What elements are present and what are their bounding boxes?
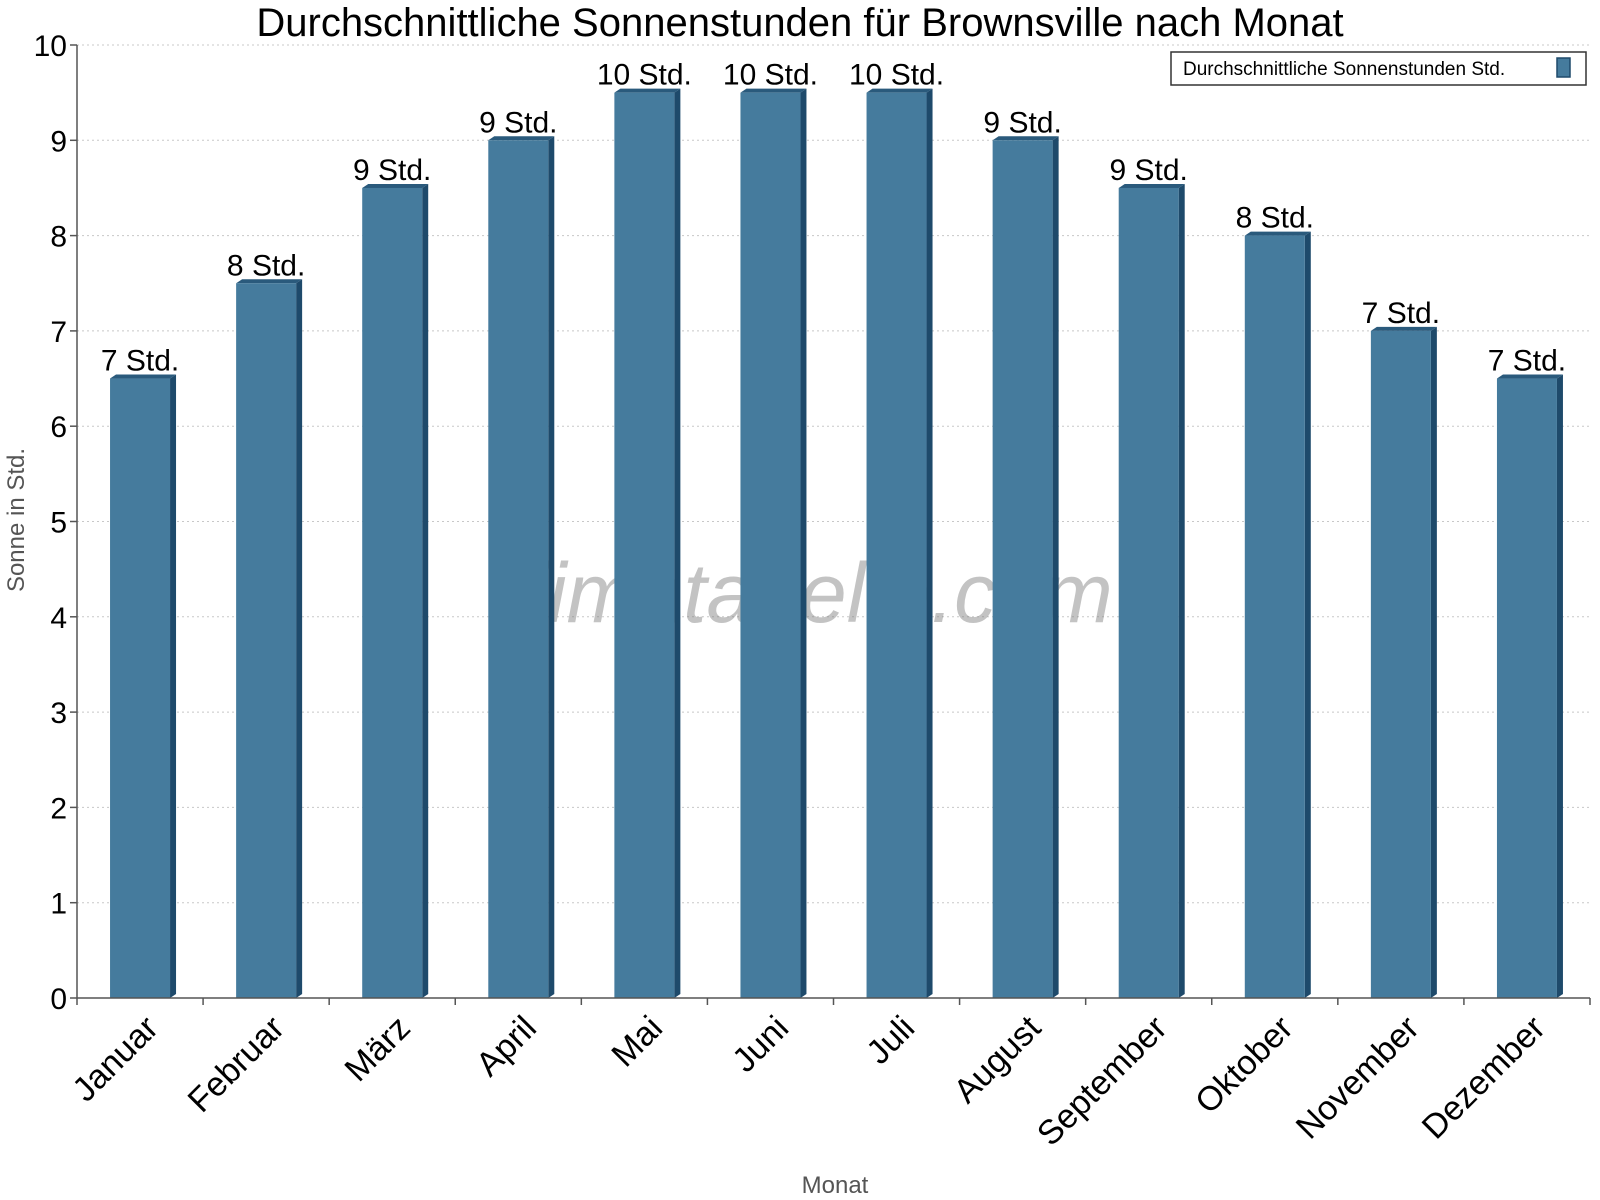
bar-top xyxy=(362,183,429,188)
bar xyxy=(1370,326,1437,998)
bar-front xyxy=(614,92,675,998)
bar-side xyxy=(296,279,303,998)
bar-side xyxy=(674,88,681,998)
x-tick-label: Mai xyxy=(604,1009,670,1075)
bar xyxy=(236,279,303,998)
bar-side xyxy=(800,88,807,998)
legend-label: Durchschnittliche Sonnenstunden Std. xyxy=(1183,59,1505,80)
bar-side xyxy=(548,136,555,999)
y-tick-label: 9 xyxy=(50,125,67,158)
data-label: 7 Std. xyxy=(1362,297,1440,330)
x-tick-label: Oktober xyxy=(1188,1009,1300,1121)
y-tick-label: 0 xyxy=(50,983,67,1016)
bar-front xyxy=(236,283,297,998)
bar-top xyxy=(110,374,177,379)
bar-top xyxy=(614,88,681,93)
x-tick-label: November xyxy=(1289,1009,1427,1147)
bar xyxy=(362,183,429,998)
x-tick-label: September xyxy=(1030,1009,1174,1153)
x-axis-label: Monat xyxy=(802,1172,869,1199)
x-tick-label: April xyxy=(469,1009,544,1084)
chart-title: Durchschnittliche Sonnenstunden für Brow… xyxy=(256,1,1343,45)
bar-top xyxy=(488,136,555,141)
bar-front xyxy=(866,92,927,998)
bar-top xyxy=(1244,231,1311,236)
bar xyxy=(488,136,555,999)
bar xyxy=(110,374,177,998)
bar xyxy=(1244,231,1311,999)
bar-top xyxy=(992,136,1059,141)
bar-side xyxy=(926,88,933,998)
bar xyxy=(992,136,1059,999)
y-tick-labels: 0 1 2 3 4 5 6 7 8 9 10 xyxy=(34,30,67,1016)
bar-front xyxy=(1244,235,1305,999)
x-tick-label: Dezember xyxy=(1415,1009,1553,1147)
y-tick-label: 3 xyxy=(50,697,67,730)
y-tick-label: 6 xyxy=(50,411,67,444)
bar-top xyxy=(1496,374,1563,379)
data-label: 7 Std. xyxy=(101,345,179,378)
bar-front xyxy=(110,378,171,998)
bar xyxy=(740,88,807,998)
data-label: 7 Std. xyxy=(1488,345,1566,378)
x-tick-label: August xyxy=(947,1008,1049,1110)
data-label: 10 Std. xyxy=(849,59,944,92)
bars xyxy=(110,88,1563,999)
y-tick-label: 8 xyxy=(50,221,67,254)
x-tick-labels: Januar Februar März April Mai Juni Juli AugustS… xyxy=(65,1008,1552,1153)
bar-side xyxy=(1556,374,1563,998)
x-tick-label: März xyxy=(338,1009,418,1089)
data-label: 8 Std. xyxy=(1236,202,1314,235)
bar-side xyxy=(1430,326,1437,998)
bar-top xyxy=(1370,326,1437,331)
legend: Durchschnittliche Sonnenstunden Std. xyxy=(1170,51,1587,86)
bar xyxy=(1118,183,1185,998)
data-label: 9 Std. xyxy=(1110,154,1188,187)
legend-box xyxy=(1170,51,1587,86)
y-axis-label: Sonne in Std. xyxy=(3,448,30,592)
bar-front xyxy=(362,187,423,998)
x-tick-label: Januar xyxy=(65,1009,165,1109)
data-label: 8 Std. xyxy=(227,249,305,282)
data-label: 10 Std. xyxy=(723,59,818,92)
gridlines xyxy=(77,44,1590,904)
y-tick-label: 7 xyxy=(50,316,67,349)
bar-top xyxy=(866,88,933,93)
bar-front xyxy=(740,92,801,998)
data-label: 9 Std. xyxy=(479,106,557,139)
y-tick-label: 1 xyxy=(50,888,67,921)
bar-side xyxy=(1052,136,1059,999)
bar-front xyxy=(1118,187,1179,998)
legend-swatch xyxy=(1556,57,1571,78)
bar-front xyxy=(488,140,549,999)
bar-side xyxy=(1304,231,1311,999)
bar-side xyxy=(422,183,429,998)
y-tick-label: 4 xyxy=(50,602,67,635)
y-tick-label: 5 xyxy=(50,507,67,540)
data-label: 9 Std. xyxy=(353,154,431,187)
bar xyxy=(866,88,933,998)
bar-top xyxy=(1118,183,1185,188)
bar xyxy=(1496,374,1563,998)
data-label: 10 Std. xyxy=(597,59,692,92)
axes xyxy=(70,44,1591,1005)
bar-front xyxy=(1370,330,1431,998)
bar-side xyxy=(170,374,177,998)
data-label: 9 Std. xyxy=(983,106,1061,139)
x-tick-label: Juli xyxy=(859,1009,922,1072)
bar-side xyxy=(1178,183,1185,998)
y-tick-label: 2 xyxy=(50,792,67,825)
bar-top xyxy=(236,279,303,284)
x-tick-label: Juni xyxy=(725,1009,796,1080)
bar-front xyxy=(992,140,1053,999)
x-tick-label: Februar xyxy=(181,1009,292,1120)
bar xyxy=(614,88,681,998)
bar-top xyxy=(740,88,807,93)
y-tick-label: 10 xyxy=(34,30,67,63)
bar-front xyxy=(1496,378,1557,998)
data-labels: 7 Std. 8 Std. 9 Std. 9 Std. 10 Std. 10 Std. 10… xyxy=(101,59,1566,378)
